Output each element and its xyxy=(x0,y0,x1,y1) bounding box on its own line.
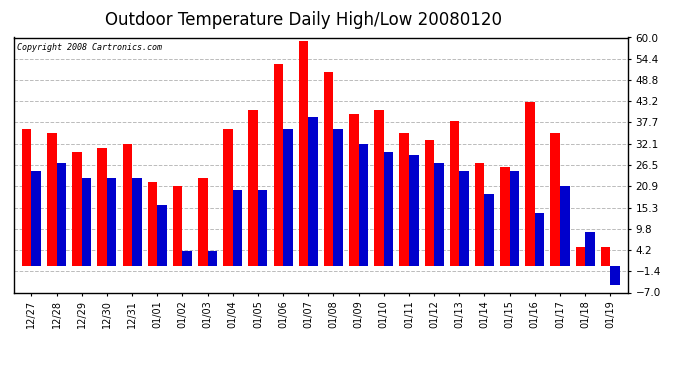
Bar xyxy=(32,171,41,266)
Bar xyxy=(157,205,167,266)
Bar xyxy=(525,102,535,266)
Bar xyxy=(22,129,32,266)
Bar xyxy=(248,110,258,266)
Bar xyxy=(333,129,343,266)
Bar xyxy=(97,148,107,266)
Bar xyxy=(434,163,444,266)
Bar xyxy=(400,133,409,266)
Bar xyxy=(47,133,57,266)
Bar xyxy=(81,178,91,266)
Bar xyxy=(601,247,610,266)
Text: Outdoor Temperature Daily High/Low 20080120: Outdoor Temperature Daily High/Low 20080… xyxy=(105,11,502,29)
Bar xyxy=(107,178,117,266)
Bar xyxy=(132,178,141,266)
Bar xyxy=(208,251,217,266)
Bar xyxy=(273,64,283,266)
Bar xyxy=(233,190,242,266)
Bar xyxy=(258,190,268,266)
Bar xyxy=(308,117,318,266)
Bar xyxy=(450,121,460,266)
Bar xyxy=(72,152,81,266)
Bar xyxy=(475,163,484,266)
Bar xyxy=(283,129,293,266)
Bar xyxy=(500,167,510,266)
Bar xyxy=(535,213,544,266)
Text: Copyright 2008 Cartronics.com: Copyright 2008 Cartronics.com xyxy=(17,43,162,52)
Bar xyxy=(610,266,620,285)
Bar xyxy=(324,72,333,266)
Bar xyxy=(123,144,132,266)
Bar xyxy=(460,171,469,266)
Bar xyxy=(182,251,192,266)
Bar xyxy=(585,232,595,266)
Bar xyxy=(349,114,359,266)
Bar xyxy=(424,140,434,266)
Bar xyxy=(359,144,368,266)
Bar xyxy=(551,133,560,266)
Bar xyxy=(173,186,182,266)
Bar xyxy=(223,129,233,266)
Bar xyxy=(374,110,384,266)
Bar xyxy=(484,194,494,266)
Bar xyxy=(510,171,519,266)
Bar xyxy=(384,152,393,266)
Bar xyxy=(409,156,419,266)
Bar xyxy=(575,247,585,266)
Bar xyxy=(299,41,308,266)
Bar xyxy=(198,178,208,266)
Bar xyxy=(560,186,569,266)
Bar xyxy=(148,182,157,266)
Bar xyxy=(57,163,66,266)
